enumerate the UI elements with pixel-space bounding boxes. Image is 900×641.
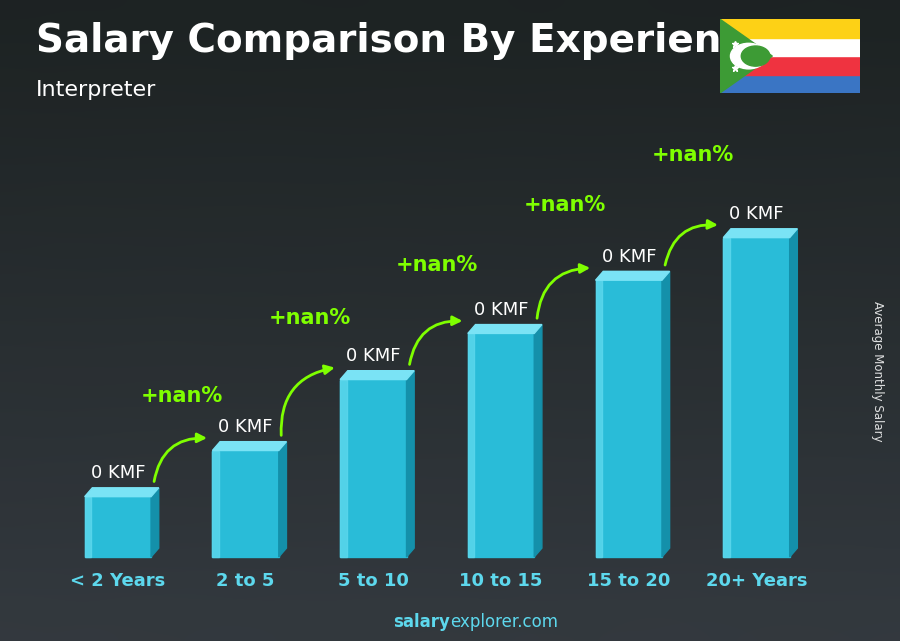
Text: +nan%: +nan%: [140, 386, 223, 406]
Text: 0 KMF: 0 KMF: [473, 301, 528, 319]
Bar: [340, 379, 346, 557]
Polygon shape: [85, 488, 158, 497]
Bar: [85, 497, 151, 557]
Text: +nan%: +nan%: [268, 308, 351, 328]
Text: 0 KMF: 0 KMF: [91, 465, 145, 483]
Circle shape: [731, 44, 767, 69]
Text: Salary Comparison By Experience: Salary Comparison By Experience: [36, 22, 770, 60]
Text: 0 KMF: 0 KMF: [729, 205, 784, 224]
Text: salary: salary: [393, 613, 450, 631]
Polygon shape: [407, 370, 414, 557]
Bar: [720, 74, 859, 93]
Text: +nan%: +nan%: [396, 255, 478, 275]
Polygon shape: [789, 229, 797, 557]
Bar: [720, 56, 859, 74]
Bar: [724, 238, 789, 557]
Bar: [212, 451, 279, 557]
Text: explorer.com: explorer.com: [450, 613, 558, 631]
Polygon shape: [151, 488, 158, 557]
Polygon shape: [720, 19, 772, 93]
Bar: [724, 238, 730, 557]
Polygon shape: [662, 271, 670, 557]
Text: 0 KMF: 0 KMF: [601, 248, 656, 266]
Bar: [596, 280, 662, 557]
Text: Interpreter: Interpreter: [36, 80, 157, 100]
Bar: [468, 333, 535, 557]
Polygon shape: [724, 229, 797, 238]
Bar: [212, 451, 219, 557]
Polygon shape: [535, 324, 542, 557]
Bar: [720, 19, 859, 38]
Circle shape: [742, 46, 769, 66]
Bar: [720, 38, 859, 56]
Bar: [85, 497, 91, 557]
Bar: [596, 280, 602, 557]
Text: +nan%: +nan%: [524, 195, 606, 215]
Text: 0 KMF: 0 KMF: [219, 419, 273, 437]
Polygon shape: [340, 370, 414, 379]
Polygon shape: [279, 442, 286, 557]
Bar: [340, 379, 407, 557]
Text: +nan%: +nan%: [652, 145, 734, 165]
Text: 0 KMF: 0 KMF: [346, 347, 400, 365]
Text: Average Monthly Salary: Average Monthly Salary: [871, 301, 884, 442]
Bar: [468, 333, 474, 557]
Polygon shape: [596, 271, 670, 280]
Polygon shape: [468, 324, 542, 333]
Polygon shape: [212, 442, 286, 451]
